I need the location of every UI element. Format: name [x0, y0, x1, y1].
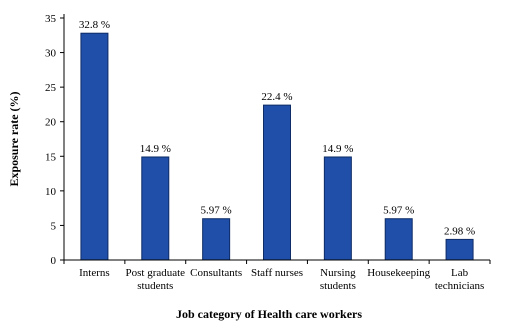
category-labels: Interns Post graduate students Consultants S…	[79, 267, 484, 292]
bar-value-label: 2.98 %	[444, 225, 475, 237]
category-label: Lab technicians	[435, 267, 484, 292]
bar-value-label: 14.9 %	[322, 143, 353, 155]
y-tick-label: 25	[45, 82, 57, 94]
y-tick-label: 35	[45, 13, 57, 25]
category-label: Interns	[79, 267, 110, 279]
category-label: Housekeeping	[367, 267, 430, 279]
y-tick-label: 0	[51, 255, 57, 267]
y-tick-label: 15	[45, 151, 57, 163]
bar-value-label: 22.4 %	[261, 91, 292, 103]
bar	[202, 218, 231, 261]
bar	[445, 238, 474, 261]
y-tick-label: 30	[45, 48, 57, 60]
bar-value-label: 5.97 %	[201, 205, 232, 217]
category-label: Consultants	[190, 267, 242, 279]
category-label: Post graduate students	[125, 267, 185, 292]
bar	[323, 156, 352, 261]
bar	[263, 104, 291, 261]
bar-value-label: 5.97 %	[383, 205, 414, 217]
bar-value-label: 14.9 %	[140, 143, 171, 155]
data-labels: 32.8 % 14.9 % 5.97 % 22.4 % 14.9 % 5.97 % 2.98…	[79, 19, 475, 237]
y-tick-label: 20	[45, 117, 57, 129]
bar	[80, 32, 109, 261]
y-tick-label: 10	[45, 186, 57, 198]
bar-value-label: 32.8 %	[79, 19, 110, 31]
category-label: Staff nurses	[251, 267, 303, 279]
x-axis-title: Job category of Health care workers	[176, 307, 362, 321]
bar	[384, 218, 413, 261]
y-axis-ticks: 0 5 10 15 20 25 30 35	[45, 13, 491, 267]
y-axis-title: Exposure rate (%)	[7, 91, 21, 186]
y-tick-label: 5	[51, 220, 57, 232]
category-label: Nursing students	[320, 267, 356, 292]
bar	[141, 156, 170, 261]
